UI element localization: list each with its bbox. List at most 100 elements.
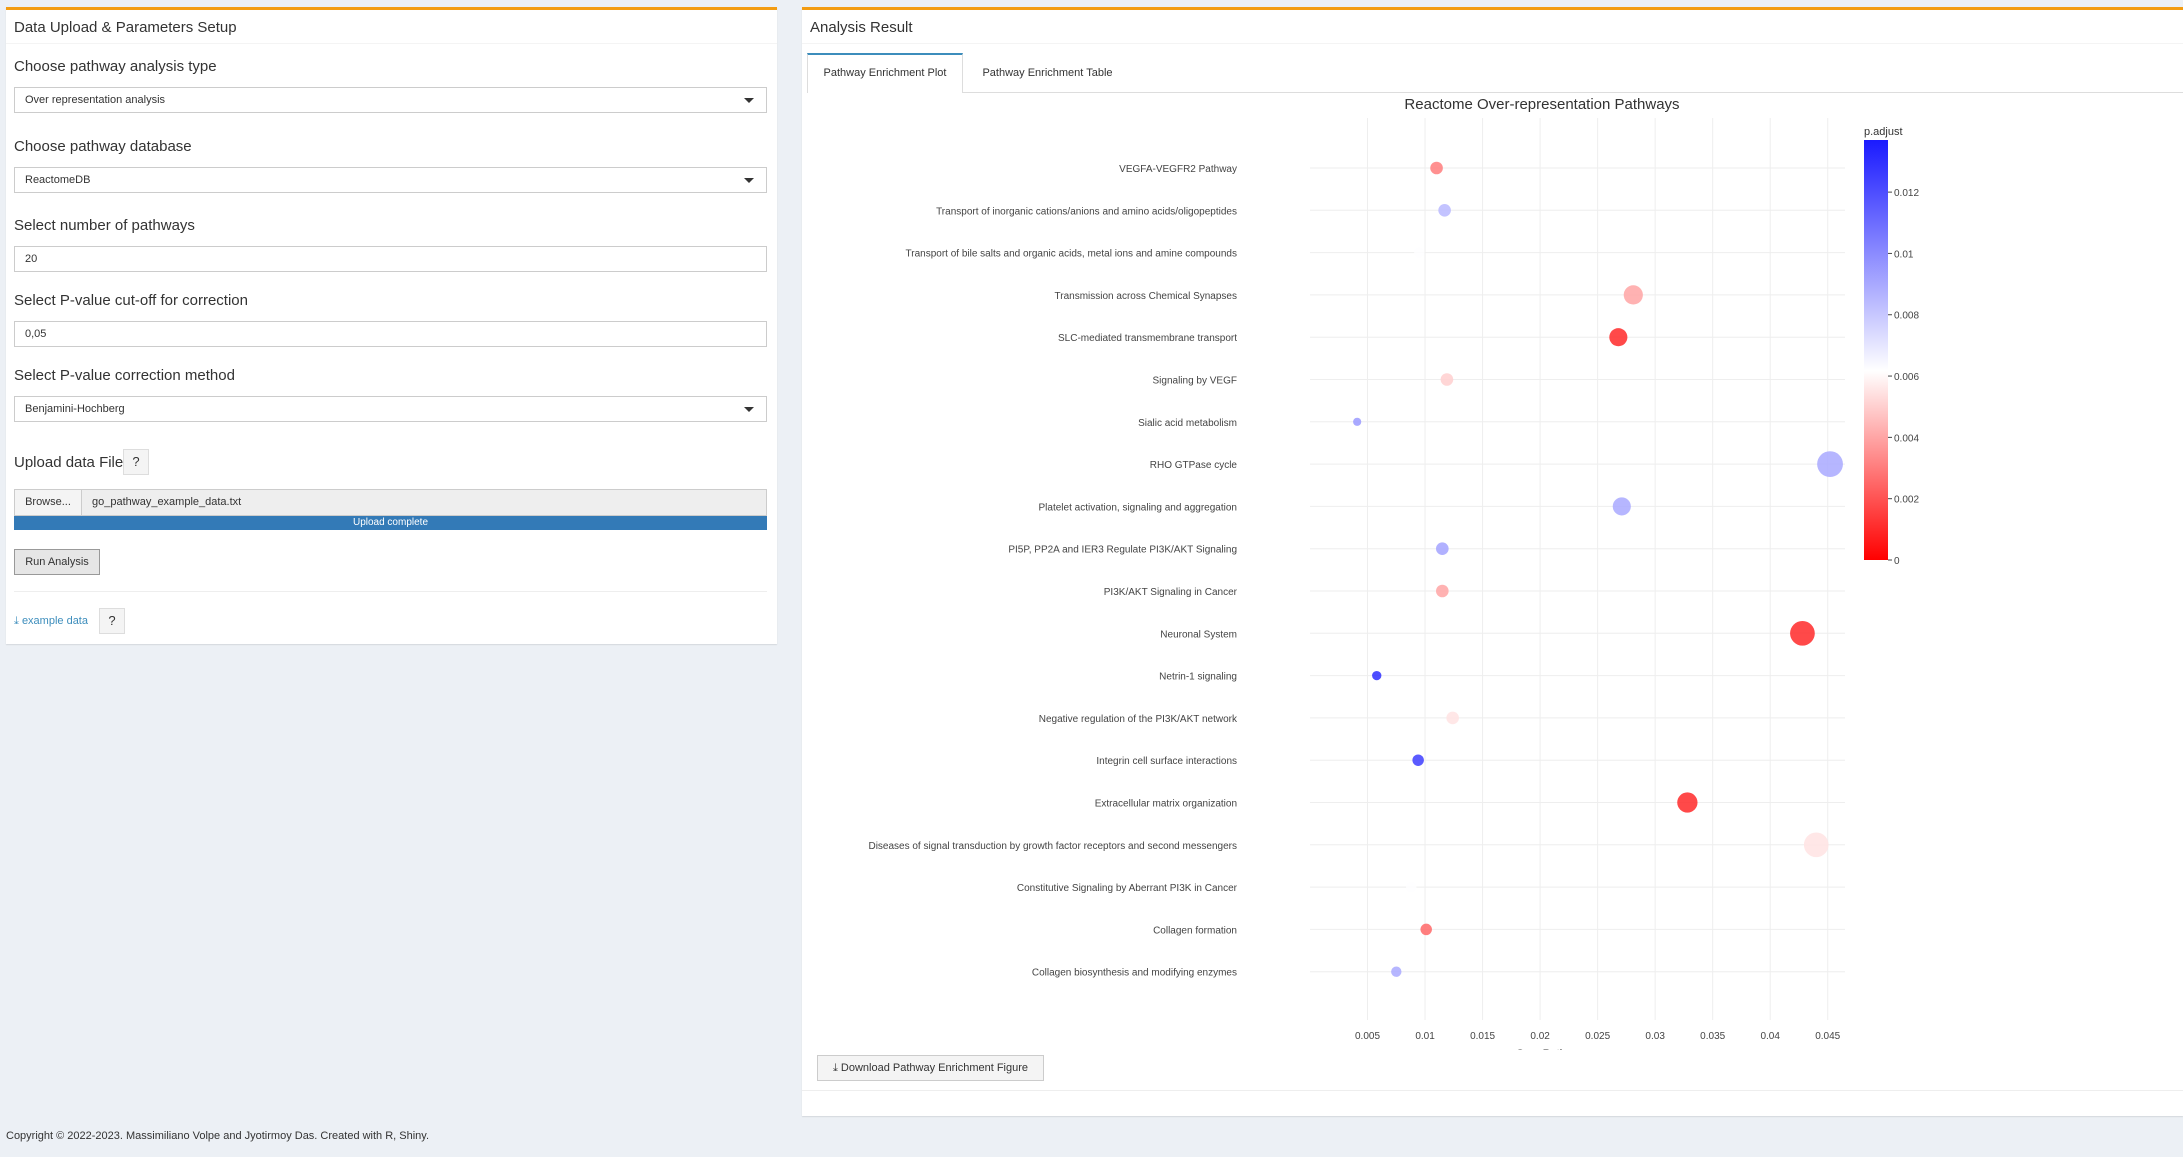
download-icon: ⤓ — [832, 1062, 838, 1074]
data-point — [1609, 328, 1628, 347]
pathway-enrichment-chart: Reactome Over-representation Pathways 0.0… — [868, 96, 1919, 1050]
y-tick-label: PI3K/AKT Signaling in Cancer — [1104, 587, 1238, 598]
upload-label: Upload data File — [14, 454, 124, 471]
chevron-down-icon — [744, 407, 754, 412]
analysis-result-panel: Analysis Result Pathway Enrichment Plot … — [802, 7, 2183, 1116]
data-point — [1677, 792, 1698, 813]
tabs-underline — [807, 92, 2183, 93]
y-tick-label: RHO GTPase cycle — [1150, 460, 1238, 471]
chevron-down-icon — [744, 178, 754, 183]
data-point — [1412, 754, 1424, 766]
parameters-panel-title: Data Upload & Parameters Setup — [14, 19, 237, 36]
y-tick-label: Negative regulation of the PI3K/AKT netw… — [1039, 714, 1238, 725]
upload-progress-bar: Upload complete — [14, 516, 767, 530]
data-point — [1817, 451, 1843, 477]
y-tick-label: VEGFA-VEGFR2 Pathway — [1119, 164, 1237, 175]
pvalue-cutoff-value: 0,05 — [25, 328, 47, 340]
panel-footer-divider — [802, 1090, 2183, 1091]
data-point — [1391, 966, 1402, 977]
chevron-down-icon — [744, 98, 754, 103]
download-icon: ⤓ — [14, 615, 19, 627]
colorbar-tick-label: 0 — [1894, 556, 1900, 567]
x-tick-label: 0.045 — [1815, 1031, 1840, 1042]
database-value: ReactomeDB — [25, 174, 91, 186]
y-tick-label: Constitutive Signaling by Aberrant PI3K … — [1017, 883, 1238, 894]
data-point — [1440, 373, 1454, 386]
correction-method-label: Select P-value correction method — [14, 367, 235, 384]
colorbar-tick-label: 0.01 — [1894, 249, 1914, 260]
database-select[interactable]: ReactomeDB — [14, 167, 767, 193]
y-tick-label: Collagen formation — [1153, 925, 1237, 936]
analysis-type-select[interactable]: Over representation analysis — [14, 87, 767, 113]
x-tick-label: 0.04 — [1760, 1031, 1780, 1042]
y-tick-label: Neuronal System — [1160, 629, 1237, 640]
x-tick-label: 0.03 — [1645, 1031, 1665, 1042]
x-tick-label: 0.015 — [1470, 1031, 1495, 1042]
example-help-button[interactable]: ? — [99, 608, 125, 634]
data-point — [1612, 497, 1631, 516]
colorbar-title: p.adjust — [1864, 126, 1903, 138]
data-point — [1438, 204, 1451, 217]
panel-divider — [802, 43, 2183, 44]
y-tick-label: Signaling by VEGF — [1153, 376, 1238, 387]
pvalue-cutoff-input[interactable]: 0,05 — [14, 321, 767, 347]
analysis-type-value: Over representation analysis — [25, 94, 166, 106]
panel-divider — [6, 43, 777, 44]
colorbar-tick-label: 0.004 — [1894, 433, 1919, 444]
data-point — [1790, 620, 1815, 646]
x-tick-label: 0.005 — [1355, 1031, 1380, 1042]
x-axis-label: GeneRatio — [1516, 1048, 1569, 1050]
tab-pathway-enrichment-plot[interactable]: Pathway Enrichment Plot — [807, 53, 963, 93]
pvalue-cutoff-label: Select P-value cut-off for correction — [14, 292, 248, 309]
y-tick-label: Collagen biosynthesis and modifying enzy… — [1032, 968, 1237, 979]
data-point — [1406, 881, 1417, 893]
num-pathways-value: 20 — [25, 253, 38, 265]
run-analysis-button[interactable]: Run Analysis — [14, 549, 100, 575]
data-point — [1436, 584, 1449, 598]
colorbar-tick-label: 0.012 — [1894, 188, 1919, 199]
data-point — [1803, 832, 1829, 858]
download-figure-button[interactable]: ⤓ Download Pathway Enrichment Figure — [817, 1055, 1044, 1081]
y-tick-label: Diseases of signal transduction by growt… — [868, 841, 1237, 852]
example-data-label: example data — [21, 615, 88, 627]
correction-method-value: Benjamini-Hochberg — [25, 403, 125, 415]
x-tick-label: 0.02 — [1530, 1031, 1550, 1042]
x-tick-label: 0.025 — [1585, 1031, 1610, 1042]
colorbar-tick-label: 0.008 — [1894, 311, 1919, 322]
y-tick-label: Transmission across Chemical Synapses — [1055, 291, 1237, 302]
data-point — [1623, 285, 1643, 305]
x-tick-label: 0.01 — [1415, 1031, 1435, 1042]
data-point — [1414, 247, 1425, 258]
y-tick-label: Integrin cell surface interactions — [1096, 756, 1237, 767]
database-label: Choose pathway database — [14, 138, 192, 155]
data-point — [1372, 670, 1382, 681]
y-tick-label: Netrin-1 signaling — [1159, 672, 1237, 683]
colorbar-tick-label: 0.006 — [1894, 372, 1919, 383]
y-tick-label: SLC-mediated transmembrane transport — [1058, 333, 1237, 344]
data-point — [1446, 711, 1459, 725]
num-pathways-input[interactable]: 20 — [14, 246, 767, 272]
y-tick-label: PI5P, PP2A and IER3 Regulate PI3K/AKT Si… — [1008, 545, 1237, 556]
y-tick-label: Transport of inorganic cations/anions an… — [936, 206, 1237, 217]
x-tick-label: 0.035 — [1700, 1031, 1725, 1042]
browse-button[interactable]: Browse... — [14, 489, 82, 516]
colorbar-tick-label: 0.002 — [1894, 495, 1919, 506]
y-tick-label: Extracellular matrix organization — [1095, 799, 1237, 810]
example-data-link[interactable]: ⤓ example data — [14, 615, 88, 628]
colorbar — [1864, 140, 1888, 560]
download-figure-label: Download Pathway Enrichment Figure — [840, 1062, 1029, 1074]
y-tick-label: Platelet activation, signaling and aggre… — [1039, 502, 1237, 513]
data-point — [1353, 417, 1362, 426]
correction-method-select[interactable]: Benjamini-Hochberg — [14, 396, 767, 422]
data-point — [1430, 161, 1443, 175]
y-tick-label: Transport of bile salts and organic acid… — [906, 249, 1237, 260]
analysis-result-title: Analysis Result — [810, 19, 913, 36]
num-pathways-label: Select number of pathways — [14, 217, 195, 234]
chart-title: Reactome Over-representation Pathways — [1404, 96, 1679, 113]
data-point — [1436, 542, 1449, 555]
upload-help-button[interactable]: ? — [123, 449, 149, 475]
file-name-field: go_pathway_example_data.txt — [82, 489, 767, 516]
data-point — [1420, 923, 1432, 936]
copyright-footer: Copyright © 2022-2023. Massimiliano Volp… — [6, 1130, 430, 1142]
tab-pathway-enrichment-table[interactable]: Pathway Enrichment Table — [982, 67, 1113, 79]
